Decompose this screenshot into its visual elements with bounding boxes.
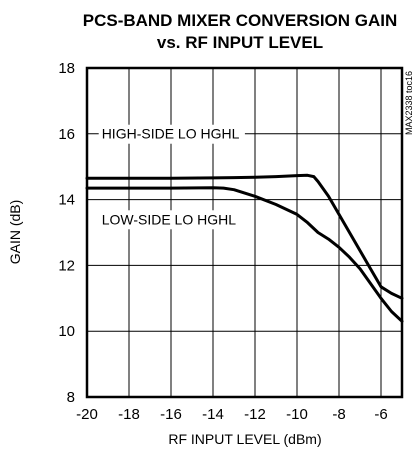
series-layer [85,173,404,323]
annotation-backdrop [98,124,245,144]
chart-side-id: MAX2338 toc16 [404,71,414,135]
y-tick-label: 10 [58,323,75,340]
x-axis-label: RF INPUT LEVEL (dBm) [168,431,321,447]
x-tick-label: -12 [244,406,266,423]
plot-frame [85,66,404,399]
annotations: HIGH-SIDE LO HGHL LOW-SIDE LO HGHL [98,124,245,230]
annotation-backdrop [98,210,237,230]
y-tick-label: 14 [58,192,75,209]
y-axis-label: GAIN (dB) [7,200,23,265]
chart-title-line2: vs. RF INPUT LEVEL [157,33,323,52]
chart-title-line1: PCS-BAND MIXER CONVERSION GAIN [83,11,398,30]
grid-lines [87,68,402,397]
y-tick-label: 16 [58,126,75,143]
x-tick-label: -16 [160,406,182,423]
x-tick-label: -20 [76,406,98,423]
x-tick-label: -14 [202,406,224,423]
series-line-1 [85,173,404,300]
y-tick-label: 8 [67,389,75,406]
series-line-2 [85,186,404,323]
x-tick-label: -6 [374,406,387,423]
x-tick-labels: -20 -18 -16 -14 -12 -10 -8 -6 [76,406,388,423]
y-tick-label: 18 [58,60,75,77]
x-tick-label: -18 [118,406,140,423]
y-tick-label: 12 [58,257,75,274]
x-tick-label: -10 [286,406,308,423]
annotation-label-1: HIGH-SIDE LO HGHL [102,126,240,142]
x-tick-label: -8 [332,406,345,423]
annotation-label-2: LOW-SIDE LO HGHL [102,211,237,227]
y-tick-labels: 8 10 12 14 16 18 [58,60,75,406]
